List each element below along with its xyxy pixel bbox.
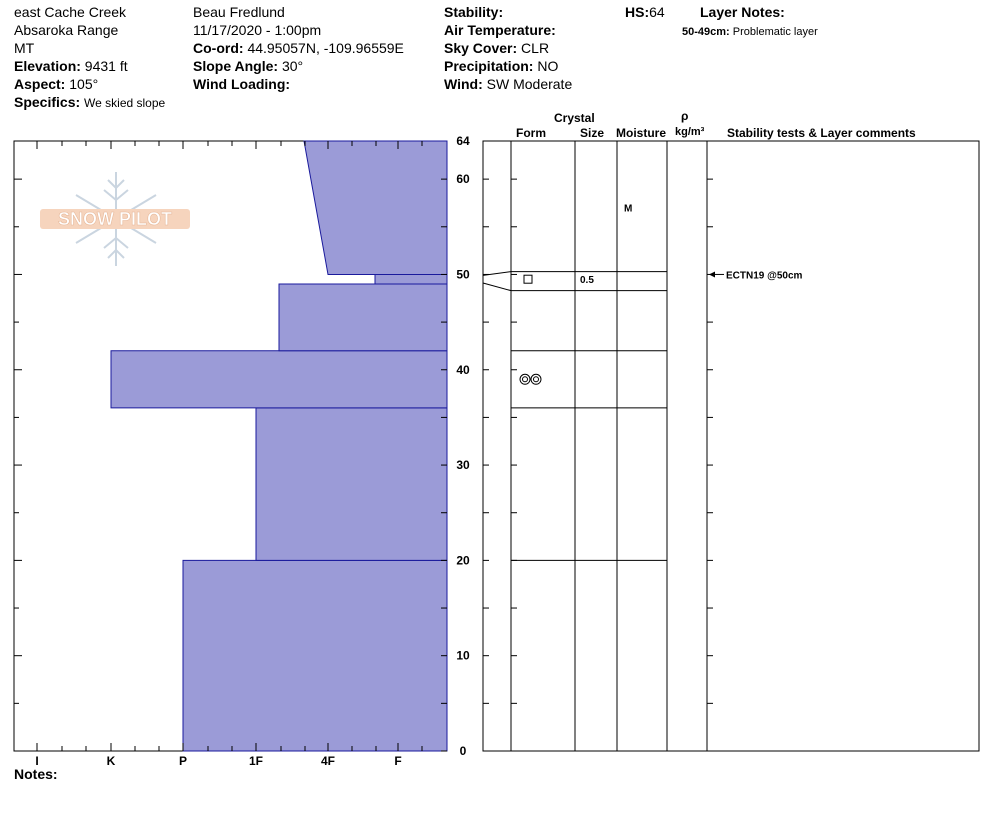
rounded-crystal-icon-a-inner bbox=[522, 376, 528, 383]
stability-label: Stability: bbox=[444, 4, 504, 20]
sky-value: CLR bbox=[521, 40, 550, 56]
x-label-F: F bbox=[394, 754, 401, 768]
aspect-row: Aspect: 105° bbox=[14, 76, 98, 92]
sky-row: Sky Cover: CLR bbox=[444, 40, 549, 56]
notes-label: Notes: bbox=[14, 766, 58, 782]
sky-label: Sky Cover: bbox=[444, 40, 518, 56]
hs-value: 64 bbox=[649, 4, 665, 20]
precip-label: Precipitation: bbox=[444, 58, 534, 74]
connector-49 bbox=[482, 282, 512, 292]
specifics-value: We skied slope bbox=[84, 96, 166, 110]
y-label-50: 50 bbox=[456, 267, 470, 281]
hardness-layer-3 bbox=[278, 283, 448, 352]
layer-notes-label: Layer Notes: bbox=[700, 4, 785, 20]
rounded-crystal-icon-b bbox=[530, 373, 542, 385]
hardness-layer-0 bbox=[182, 559, 448, 752]
y-label-10: 10 bbox=[456, 649, 470, 663]
wind-loading-label: Wind Loading: bbox=[193, 76, 291, 92]
rho-header: ρ bbox=[681, 109, 689, 123]
moisture-2: M bbox=[624, 204, 632, 215]
y-label-60: 60 bbox=[456, 172, 470, 186]
wind-loading-row: Wind Loading: bbox=[193, 76, 290, 92]
coord-label: Co-ord: bbox=[193, 40, 244, 56]
wind-label: Wind: bbox=[444, 76, 483, 92]
observer-name: Beau Fredlund bbox=[193, 4, 285, 20]
stability-arrow-icon-0 bbox=[709, 271, 715, 278]
aspect-label: Aspect: bbox=[14, 76, 66, 92]
hardness-layer-1 bbox=[255, 407, 448, 561]
stability-tests-header: Stability tests & Layer comments bbox=[727, 126, 916, 140]
stability-test-0: ECTN19 @50cm bbox=[726, 270, 803, 281]
snowpilot-logo: SNOW PILOT bbox=[40, 172, 190, 266]
specifics-row: Specifics: We skied slope bbox=[14, 94, 165, 111]
stability-row: Stability: bbox=[444, 4, 503, 20]
hardness-layer-4 bbox=[374, 273, 448, 285]
x-label-1F: 1F bbox=[249, 754, 263, 768]
faceted-crystal-icon bbox=[523, 274, 533, 284]
state-name: MT bbox=[14, 40, 35, 56]
air-temp-row: Air Temperature: bbox=[444, 22, 556, 38]
hs-row: HS:64 bbox=[625, 4, 665, 20]
y-label-20: 20 bbox=[456, 553, 470, 567]
observation-datetime: 11/17/2020 - 1:00pm bbox=[193, 22, 322, 38]
y-label-64: 64 bbox=[456, 134, 470, 148]
y-label-30: 30 bbox=[456, 458, 470, 472]
crystal-size-0: 0.5 bbox=[580, 275, 594, 286]
coord-row: Co-ord: 44.95057N, -109.96559E bbox=[193, 40, 404, 56]
density-unit-header: kg/m³ bbox=[675, 126, 705, 138]
rounded-crystal-icon-b-inner bbox=[533, 376, 539, 383]
logo-text: SNOW PILOT bbox=[58, 209, 172, 229]
x-label-P: P bbox=[179, 754, 187, 768]
specifics-label: Specifics: bbox=[14, 94, 81, 110]
slope-label: Slope Angle: bbox=[193, 58, 279, 74]
hardness-layer-5 bbox=[303, 140, 448, 275]
hs-label: HS: bbox=[625, 4, 650, 20]
form-header: Form bbox=[516, 126, 546, 140]
location-name: east Cache Creek bbox=[14, 4, 127, 20]
wind-value: SW Moderate bbox=[486, 76, 573, 92]
layer-note-text: Problematic layer bbox=[732, 26, 818, 38]
slope-value: 30° bbox=[281, 58, 304, 74]
slope-row: Slope Angle: 30° bbox=[193, 58, 303, 74]
rounded-crystal-icon-a bbox=[519, 373, 531, 385]
range-name: Absaroka Range bbox=[14, 22, 119, 38]
profile-table-frame bbox=[482, 140, 980, 752]
x-label-K: K bbox=[107, 754, 116, 768]
wind-row: Wind: SW Moderate bbox=[444, 76, 572, 92]
elevation-row: Elevation: 9431 ft bbox=[14, 58, 128, 74]
y-label-40: 40 bbox=[456, 363, 470, 377]
logo-banner bbox=[40, 209, 190, 229]
elevation-value: 9431 ft bbox=[84, 58, 128, 74]
x-label-4F: 4F bbox=[321, 754, 335, 768]
crystal-header: Crystal bbox=[554, 111, 595, 125]
y-label-0: 0 bbox=[460, 744, 467, 758]
hardness-layer-2 bbox=[110, 350, 448, 409]
precip-value: NO bbox=[537, 58, 559, 74]
precip-row: Precipitation: NO bbox=[444, 58, 558, 74]
elevation-label: Elevation: bbox=[14, 58, 81, 74]
connector-50 bbox=[482, 271, 512, 276]
aspect-value: 105° bbox=[69, 76, 99, 92]
layer-note: 50-49cm: Problematic layer bbox=[682, 24, 818, 40]
air-temp-label: Air Temperature: bbox=[444, 22, 556, 38]
x-label-I: I bbox=[35, 754, 38, 768]
moisture-header: Moisture bbox=[616, 126, 667, 140]
size-header: Size bbox=[580, 126, 605, 140]
coord-value: 44.95057N, -109.96559E bbox=[247, 40, 404, 56]
layer-note-range: 50-49cm: bbox=[682, 26, 730, 38]
